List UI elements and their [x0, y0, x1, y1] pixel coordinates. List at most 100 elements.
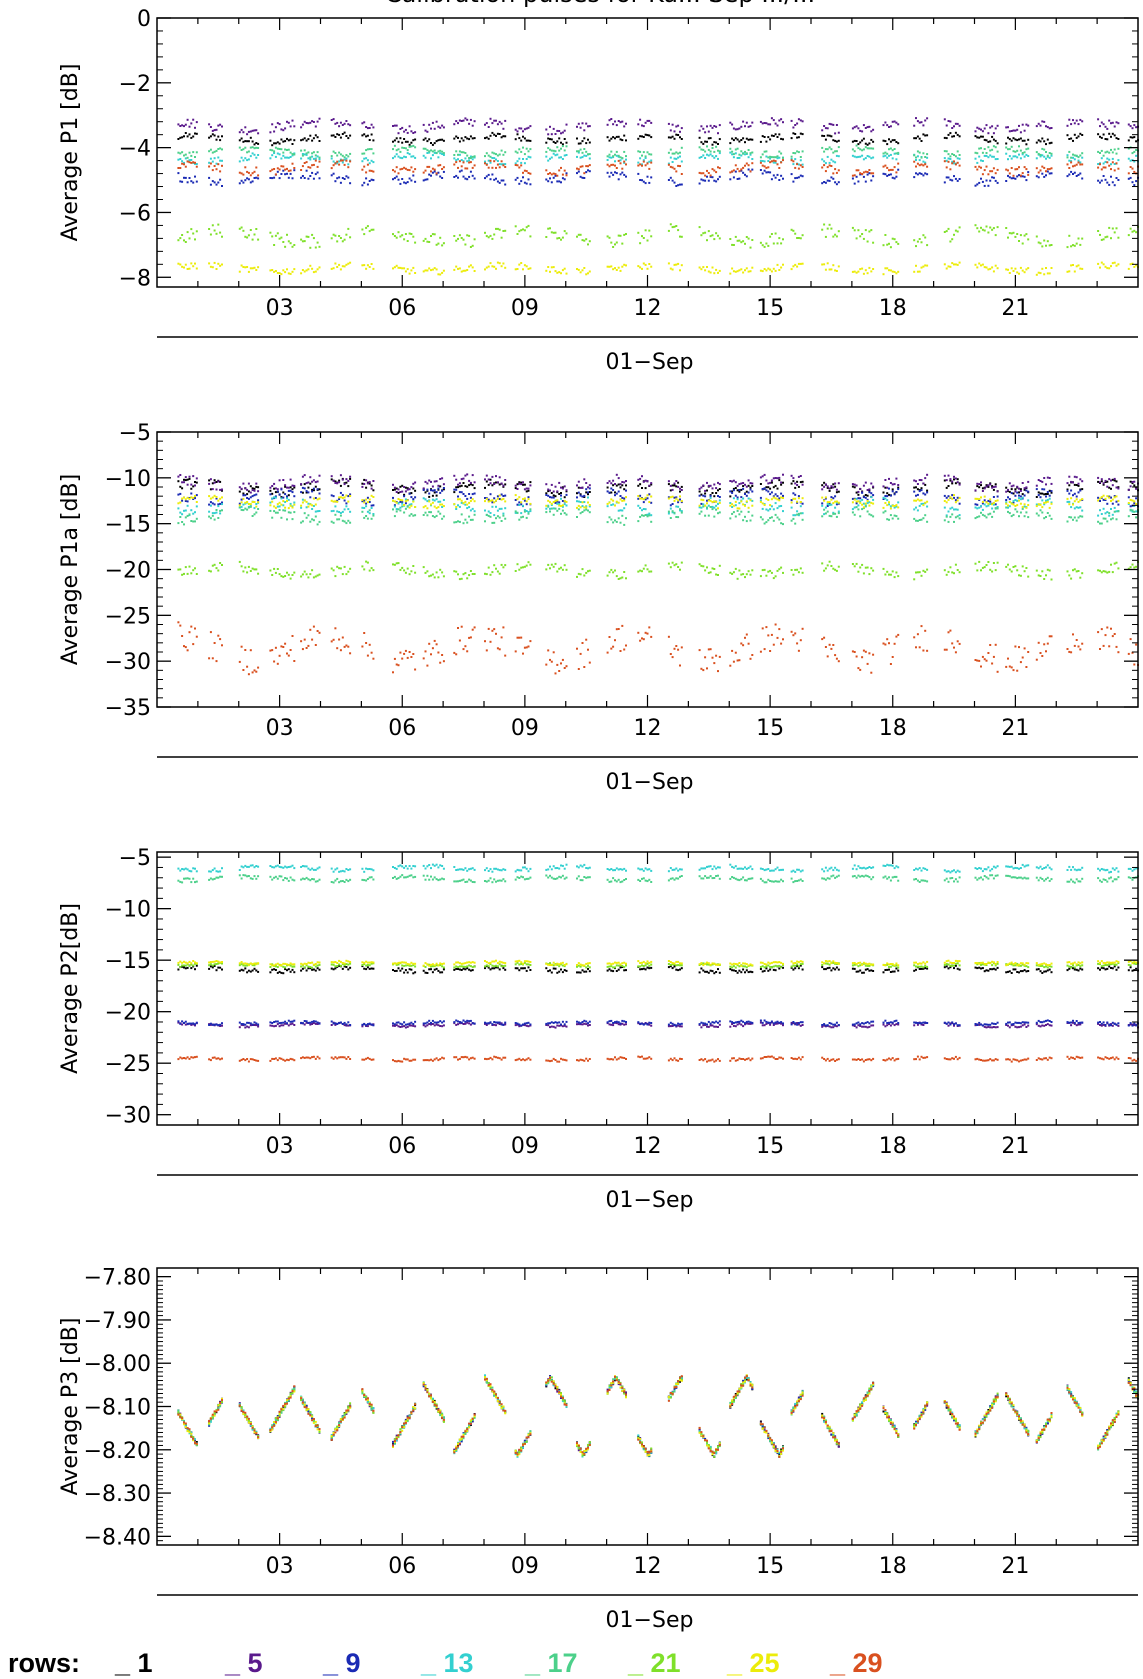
data-point [412, 487, 415, 490]
data-point [585, 165, 588, 168]
data-point [1039, 509, 1042, 512]
data-point [729, 142, 732, 145]
data-point [619, 162, 622, 165]
data-point [761, 270, 764, 273]
data-point [782, 138, 784, 141]
data-point [621, 242, 624, 245]
x-tick-label: 09 [511, 296, 539, 321]
data-point [1075, 570, 1078, 573]
data-point [424, 156, 427, 159]
data-point [646, 134, 649, 137]
data-point [918, 238, 921, 240]
data-point [556, 499, 559, 502]
data-point [406, 268, 409, 271]
data-point [913, 499, 916, 502]
data-point [316, 574, 319, 577]
data-point [455, 161, 458, 164]
data-point [671, 488, 674, 491]
data-point [780, 242, 783, 245]
data-point [821, 515, 824, 518]
data-point [282, 154, 285, 157]
data-point [484, 162, 486, 165]
data-point [498, 516, 501, 519]
data-point [408, 145, 411, 148]
data-point [976, 516, 979, 519]
data-point [623, 523, 626, 526]
data-point [713, 179, 716, 182]
data-point [186, 500, 189, 503]
data-point [956, 122, 959, 125]
data-point [606, 171, 609, 174]
data-point [1079, 515, 1082, 518]
data-point [920, 502, 923, 505]
data-point [916, 498, 919, 501]
data-point [797, 262, 800, 265]
data-point [453, 491, 456, 494]
data-point [410, 130, 413, 133]
data-point [978, 515, 981, 518]
data-point [347, 155, 350, 158]
data-point [1039, 169, 1042, 172]
data-point [1100, 157, 1103, 160]
data-point [989, 179, 992, 182]
data-point [242, 173, 245, 176]
data-point [587, 501, 589, 504]
data-point [311, 171, 314, 174]
data-point [289, 502, 292, 505]
data-point [336, 266, 339, 268]
data-point [437, 500, 440, 503]
data-point [706, 481, 708, 484]
data-point [489, 178, 492, 181]
data-point [392, 125, 394, 127]
data-point [680, 138, 683, 140]
data-point [796, 568, 799, 571]
data-point [1012, 177, 1015, 180]
data-point [184, 165, 187, 168]
data-point [615, 135, 618, 138]
data-point [980, 511, 982, 514]
data-point [504, 166, 507, 168]
data-point [1068, 500, 1071, 503]
data-point [305, 490, 308, 493]
data-point [675, 151, 678, 154]
data-point [1043, 155, 1046, 158]
data-point [274, 142, 277, 145]
data-point [588, 153, 591, 156]
data-point [565, 489, 568, 492]
series-row-21 [177, 560, 1139, 581]
data-point [951, 179, 954, 182]
data-point [372, 480, 375, 482]
data-point [625, 264, 627, 267]
data-point [1012, 174, 1015, 177]
data-point [830, 176, 833, 179]
data-point [706, 175, 708, 178]
data-point [889, 125, 892, 128]
data-point [749, 125, 752, 128]
data-point [623, 173, 626, 176]
data-point [289, 172, 292, 175]
data-point [307, 122, 310, 125]
data-point [330, 567, 333, 570]
data-point [242, 148, 245, 151]
data-point [1097, 133, 1100, 136]
data-point [767, 160, 770, 162]
data-point [341, 154, 344, 157]
data-point [680, 485, 683, 488]
data-point [888, 487, 890, 490]
data-point [958, 164, 961, 167]
data-point [619, 156, 622, 159]
data-point [782, 177, 784, 180]
data-point [314, 510, 317, 513]
data-point [834, 161, 837, 164]
data-point [859, 501, 862, 504]
data-point [489, 493, 492, 496]
data-point [673, 225, 676, 228]
data-point [249, 181, 252, 184]
data-point [862, 496, 865, 499]
data-point [1008, 232, 1011, 235]
data-point [406, 488, 409, 491]
data-point [410, 179, 413, 182]
data-point [943, 569, 946, 572]
data-point [707, 179, 710, 182]
data-point [1019, 511, 1022, 514]
